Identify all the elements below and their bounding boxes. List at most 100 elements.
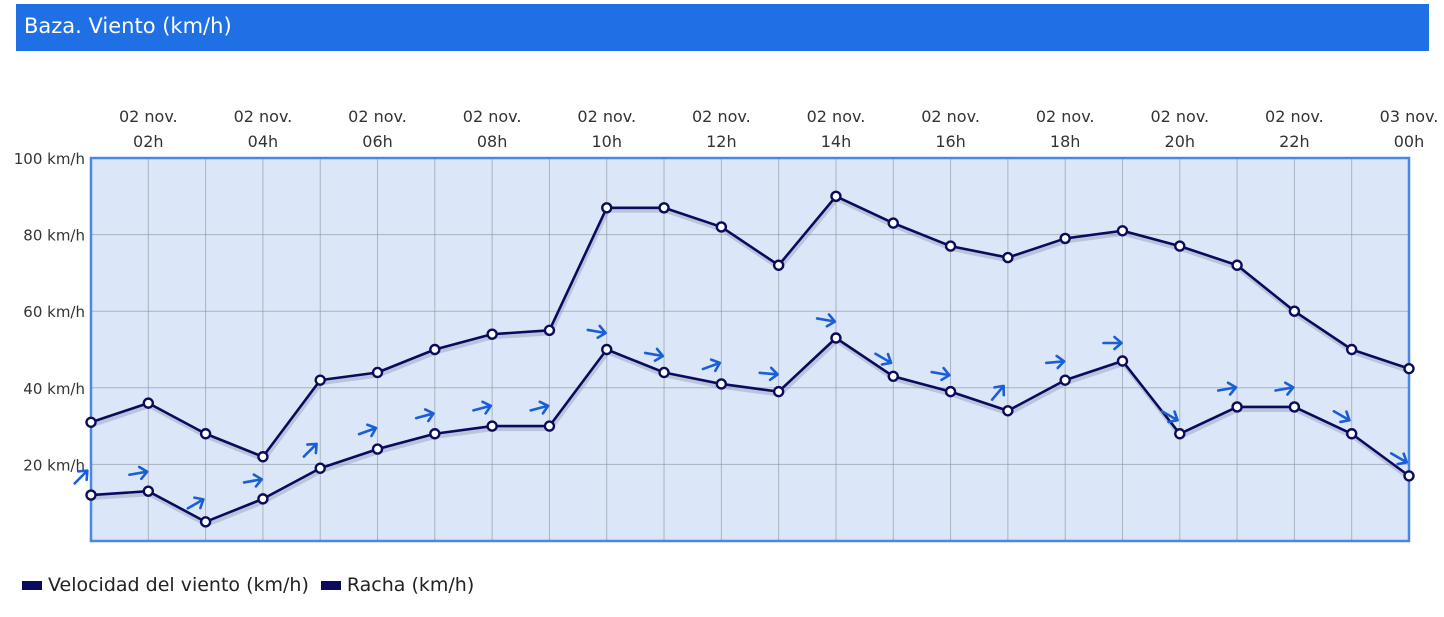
wind-arrow-head [1284,381,1295,396]
x-tick-label-date: 02 nov. [921,107,980,126]
data-point-velocidad [1116,355,1129,367]
wind-arrow-head [1055,354,1066,370]
x-tick-label-hour: 16h [935,132,966,151]
data-point-velocidad [1059,374,1071,386]
wind-arrow-head [252,473,264,488]
wind-arrow-shaft [357,427,377,436]
x-tick-label-date: 02 nov. [692,107,751,126]
wind-arrow-shaft [874,352,892,364]
wind-arrow-head [709,358,722,373]
wind-arrow-head [423,408,435,423]
wind-arrow-head [1396,452,1409,466]
x-tick-label-date: 02 nov. [348,107,407,126]
wind-arrow-icon [414,408,435,423]
wind-arrow-head [481,400,493,415]
wind-arrow-icon [186,496,205,510]
wind-arrow-icon [529,400,550,415]
data-point-racha [1002,251,1014,264]
x-tick-label-hour: 20h [1165,132,1196,151]
wind-arrow-icon [990,384,1006,401]
legend-swatch-velocidad [22,580,42,590]
data-point-racha [944,240,957,252]
y-tick-label: 100 km/h [14,150,85,168]
data-point-velocidad [772,385,785,398]
data-point-velocidad [715,378,728,390]
data-point-racha [257,451,269,463]
wind-arrow-icon [302,442,318,458]
data-point-velocidad [543,420,556,432]
data-point-racha [1231,259,1243,271]
data-point-racha [1174,240,1186,252]
wind-arrow-head [1226,381,1238,396]
data-point-racha [199,428,212,440]
data-point-racha [830,190,842,203]
wind-arrow-head [76,469,89,482]
x-tick-label-date: 02 nov. [119,107,178,126]
series-shadow-racha [91,197,1411,462]
y-tick-label: 20 km/h [23,456,85,474]
data-point-velocidad [371,443,384,455]
data-point-velocidad [486,420,498,432]
x-tick-label-hour: 18h [1050,132,1081,151]
data-point-velocidad [887,370,899,383]
wind-arrow-icon [701,358,722,373]
wind-arrow-shaft [529,404,549,412]
data-point-velocidad [658,366,670,379]
chart-legend: Velocidad del viento (km/h) Racha (km/h) [22,570,486,600]
x-tick-label-hour: 14h [821,132,852,151]
wind-arrow-icon [1160,409,1179,424]
series-shadow-velocidad [91,339,1412,527]
wind-arrow-icon [643,347,665,363]
data-point-velocidad [1174,428,1186,440]
wind-arrow-shaft [990,385,1005,401]
wind-arrow-icon [242,473,264,488]
chart-header: Baza. Viento (km/h) [16,4,1429,51]
wind-arrow-head [1167,410,1179,424]
data-point-velocidad [1288,401,1301,413]
wind-arrow-icon [1389,452,1409,466]
data-point-velocidad [1002,405,1014,417]
legend-item-racha[interactable]: Racha (km/h) [320,574,474,596]
x-tick-label-date: 02 nov. [1036,107,1095,126]
data-point-racha [715,221,728,233]
data-point-racha [543,324,556,337]
wind-arrow-shaft [701,361,721,371]
data-point-velocidad [142,485,155,497]
wind-arrow-head [596,324,607,340]
x-tick-label-hour: 12h [706,132,737,151]
wind-arrow-head [880,352,893,366]
data-point-racha [1116,225,1129,237]
plot-border [89,156,1411,543]
x-tick-label-date: 03 nov. [1380,107,1439,126]
data-point-racha [314,374,326,386]
x-tick-label-date: 02 nov. [234,107,293,126]
wind-arrow-shaft [1216,386,1237,392]
data-point-velocidad [85,489,97,501]
wind-arrow-icon [1332,409,1351,424]
x-tick-label-hour: 22h [1279,132,1310,151]
wind-arrow-icon [874,352,893,366]
wind-arrow-shaft [472,404,492,412]
series-line-racha [90,195,1410,459]
wind-arrow-head [193,496,205,510]
plot-area [91,158,1409,541]
wind-arrow-head [1339,410,1351,424]
wind-arrow-icon [357,423,378,438]
wind-arrow-shaft [186,498,204,510]
wind-arrow-head [653,347,665,363]
data-point-racha [887,217,899,229]
x-tick-label-date: 02 nov. [463,107,522,126]
wind-arrow-head [768,366,779,382]
wind-arrow-head [825,313,837,328]
data-point-velocidad [314,462,326,474]
wind-arrow-shaft [643,351,664,358]
wind-arrow-icon [1044,354,1066,370]
grid-lines [91,158,1409,541]
data-point-velocidad [1403,470,1415,482]
wind-arrow-icon [1102,335,1123,351]
data-point-racha [772,259,785,271]
data-point-racha [85,416,97,428]
data-point-racha [1345,343,1358,356]
data-point-racha [601,202,613,214]
legend-item-velocidad[interactable]: Velocidad del viento (km/h) [22,574,309,596]
